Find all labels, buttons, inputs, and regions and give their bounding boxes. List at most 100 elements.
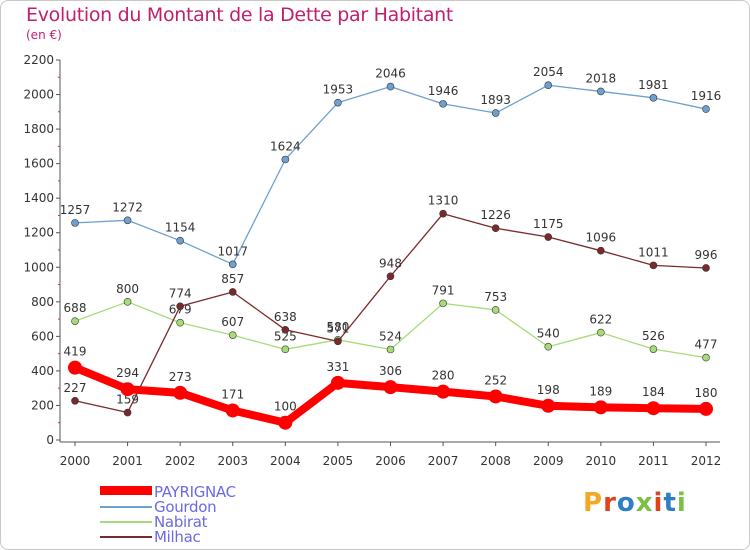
data-label: 1624 xyxy=(270,139,301,153)
data-label: 306 xyxy=(379,364,402,378)
data-point xyxy=(544,342,553,351)
data-point xyxy=(649,345,658,353)
data-point xyxy=(649,94,658,102)
data-label: 1154 xyxy=(165,221,196,235)
data-label: 774 xyxy=(169,286,192,300)
data-label: 273 xyxy=(169,370,192,384)
data-point xyxy=(491,306,500,314)
data-point xyxy=(228,260,237,269)
data-point xyxy=(123,298,132,306)
data-point xyxy=(702,264,710,272)
data-label: 2054 xyxy=(533,65,564,79)
x-tick-label: 2000 xyxy=(60,454,91,468)
data-label: 638 xyxy=(274,310,297,324)
data-point xyxy=(597,246,605,255)
data-label: 753 xyxy=(484,290,507,304)
data-label: 1893 xyxy=(480,93,511,107)
data-label: 252 xyxy=(484,373,507,387)
data-point xyxy=(176,318,184,327)
data-label: 525 xyxy=(274,329,297,343)
x-tick-label: 2011 xyxy=(638,454,669,468)
legend-label-milhac: Milhac xyxy=(154,528,201,546)
data-label: 180 xyxy=(695,386,718,400)
data-point xyxy=(225,403,240,418)
data-label: 526 xyxy=(642,329,665,343)
y-tick-label: 0 xyxy=(46,433,54,447)
data-label: 1257 xyxy=(60,203,91,217)
data-point xyxy=(71,219,79,227)
data-label: 622 xyxy=(589,313,612,327)
data-point xyxy=(330,375,345,390)
data-point xyxy=(71,317,79,325)
data-label: 2046 xyxy=(375,67,406,81)
data-point xyxy=(281,325,290,334)
data-label: 791 xyxy=(432,283,455,297)
data-label: 996 xyxy=(695,248,718,262)
data-label: 294 xyxy=(116,366,139,380)
data-label: 1011 xyxy=(638,245,669,259)
chart-title: Evolution du Montant de la Dette par Hab… xyxy=(26,4,454,26)
data-label: 331 xyxy=(326,360,349,374)
data-point xyxy=(386,272,395,281)
logo-letter: P xyxy=(583,488,604,518)
x-tick-label: 2002 xyxy=(165,454,196,468)
data-point xyxy=(123,216,132,225)
data-point xyxy=(439,100,447,108)
data-label: 227 xyxy=(64,381,87,395)
data-label: 580 xyxy=(326,320,349,334)
data-point xyxy=(544,233,553,241)
data-point xyxy=(439,209,447,218)
data-label: 419 xyxy=(64,345,87,359)
x-tick-label: 2003 xyxy=(217,454,248,468)
data-label: 540 xyxy=(537,327,560,341)
data-label: 857 xyxy=(221,272,244,286)
data-point xyxy=(176,236,184,245)
data-point xyxy=(649,261,658,270)
data-label: 1310 xyxy=(428,194,459,208)
legend-label-payrignac: PAYRIGNAC xyxy=(154,483,236,501)
data-point xyxy=(334,98,342,107)
legend-swatch-milhac xyxy=(100,536,152,538)
y-tick-label: 600 xyxy=(31,329,54,343)
data-label: 1272 xyxy=(112,200,143,214)
data-label: 280 xyxy=(432,369,455,383)
data-point xyxy=(491,224,500,233)
logo-letter: i xyxy=(676,488,687,518)
data-label: 1916 xyxy=(691,89,722,103)
data-point xyxy=(386,345,395,354)
y-tick-label: 1200 xyxy=(23,226,54,240)
data-label: 571 xyxy=(326,321,349,335)
data-point xyxy=(646,401,661,416)
data-label: 1946 xyxy=(428,84,459,98)
y-tick-label: 2000 xyxy=(23,88,54,102)
data-label: 2018 xyxy=(586,71,617,85)
data-point xyxy=(278,415,293,430)
data-point xyxy=(593,400,608,415)
x-tick-label: 2004 xyxy=(270,454,301,468)
data-point xyxy=(597,328,605,337)
data-point xyxy=(176,302,184,311)
x-tick-label: 2009 xyxy=(533,454,564,468)
logo-letter: t xyxy=(663,488,677,518)
data-label: 1981 xyxy=(638,78,669,92)
data-label: 948 xyxy=(379,256,402,270)
x-tick-label: 2007 xyxy=(428,454,459,468)
y-tick-label: 200 xyxy=(31,398,54,412)
y-tick-label: 1800 xyxy=(23,122,54,136)
data-point xyxy=(544,81,553,90)
x-tick-label: 2005 xyxy=(323,454,354,468)
y-tick-label: 1400 xyxy=(23,191,54,205)
data-label: 477 xyxy=(695,338,718,352)
legend-label-gourdon: Gourdon xyxy=(154,498,217,516)
data-label: 800 xyxy=(116,282,139,296)
data-label: 1096 xyxy=(586,231,617,245)
data-label: 524 xyxy=(379,329,402,343)
logo-letter: x xyxy=(635,488,654,518)
data-point xyxy=(334,337,342,346)
data-label: 1953 xyxy=(323,83,354,97)
x-tick-label: 2012 xyxy=(691,454,722,468)
data-label: 1175 xyxy=(533,217,564,231)
data-point xyxy=(173,385,188,400)
chart-subtitle: (en €) xyxy=(26,28,62,42)
data-point xyxy=(228,288,237,296)
